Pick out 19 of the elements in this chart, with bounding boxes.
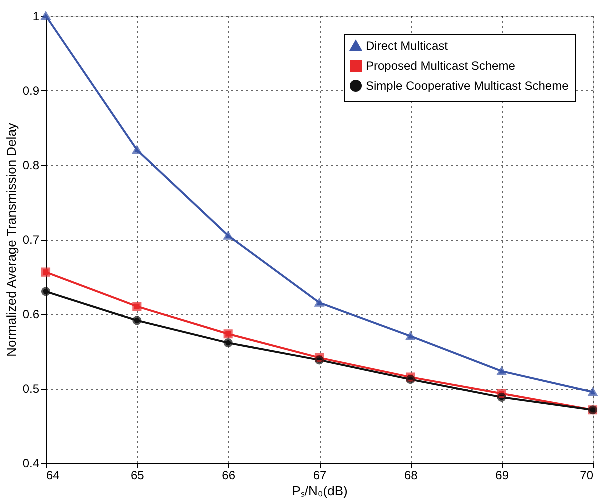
x-tick-label: 70	[580, 468, 594, 482]
y-tick-label: 0.7	[22, 233, 40, 247]
x-tick-label: 66	[222, 468, 236, 482]
y-tick-label: 0.6	[22, 308, 40, 322]
y-tick-label: 0.5	[22, 382, 40, 396]
legend-label: Proposed Multicast Scheme	[366, 59, 516, 73]
x-tick-label: 65	[130, 468, 145, 482]
y-tick-label: 1	[32, 10, 40, 24]
legend-label: Direct Multicast	[366, 39, 449, 53]
x-axis-title: Pₛ/N₀(dB)	[292, 484, 348, 498]
x-tick-label: 64	[46, 468, 60, 482]
x-tick-label: 69	[496, 468, 510, 482]
y-axis-title: Normalized Average Transmission Delay	[4, 122, 19, 357]
legend-label: Simple Cooperative Multicast Scheme	[366, 79, 570, 93]
y-tick-label: 0.8	[22, 158, 40, 172]
x-tick-label: 68	[404, 468, 418, 482]
y-tick-label: 0.9	[22, 84, 40, 98]
y-tick-label: 0.4	[22, 456, 40, 470]
x-tick-label: 67	[313, 468, 327, 482]
